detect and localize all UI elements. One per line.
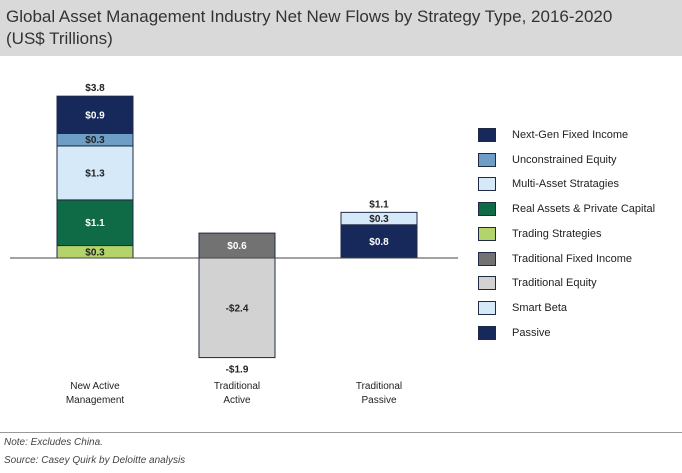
bar-value-label: $1.3 bbox=[85, 168, 105, 179]
bar-value-label: $0.3 bbox=[85, 247, 105, 258]
legend-label: Multi-Asset Stratagies bbox=[512, 178, 619, 191]
legend-label: Traditional Fixed Income bbox=[512, 252, 633, 265]
bar-total-label: -$1.9 bbox=[226, 365, 249, 376]
bar-value-label: $0.3 bbox=[85, 135, 105, 146]
category-label: Traditional bbox=[356, 381, 402, 392]
category-label: Passive bbox=[361, 395, 396, 406]
legend-swatch bbox=[478, 177, 496, 192]
chart-title: Global Asset Management Industry Net New… bbox=[6, 7, 613, 26]
legend-label: Smart Beta bbox=[512, 301, 568, 314]
bar-segment bbox=[340, 211, 418, 226]
legend-swatch bbox=[478, 202, 496, 217]
bar-value-label: -$2.4 bbox=[226, 303, 249, 314]
source-note: Source: Casey Quirk by Deloitte analysis bbox=[4, 455, 186, 466]
bar-total-label: $1.1 bbox=[369, 199, 389, 210]
note-divider bbox=[0, 432, 682, 433]
legend-label: Trading Strategies bbox=[512, 227, 602, 240]
chart-subtitle: (US$ Trillions) bbox=[6, 29, 113, 48]
legend-swatch bbox=[478, 325, 496, 340]
legend-swatch bbox=[478, 251, 496, 266]
bar-segment bbox=[198, 232, 276, 259]
bar-value-label: $1.1 bbox=[85, 218, 105, 229]
legend-label: Traditional Equity bbox=[512, 277, 597, 290]
bar-segment bbox=[56, 95, 134, 134]
category-label: Active bbox=[223, 395, 251, 406]
legend-label: Real Assets & Private Capital bbox=[512, 203, 656, 216]
bar-value-label: $0.6 bbox=[227, 241, 247, 252]
bar-total-label: $3.8 bbox=[85, 83, 105, 94]
category-label: Management bbox=[66, 395, 125, 406]
category-label: Traditional bbox=[214, 381, 260, 392]
legend-label: Passive bbox=[512, 326, 551, 339]
bar-segment bbox=[56, 199, 134, 247]
bar-value-label: $0.8 bbox=[369, 237, 389, 248]
legend-swatch bbox=[478, 226, 496, 241]
chart-plot: $0.3 $1.1 $1.3 $0.3 $0.9 -$2.4 $0.6 $0.8 $0.3 $3.… bbox=[10, 83, 458, 406]
title-band: Global Asset Management Industry Net New… bbox=[0, 0, 682, 56]
legend-swatch bbox=[478, 128, 496, 142]
legend-label: Next-Gen Fixed Income bbox=[512, 129, 629, 141]
bar-segment bbox=[340, 224, 418, 259]
bar-value-label: $0.3 bbox=[369, 214, 389, 225]
legend-label: Unconstrained Equity bbox=[512, 153, 617, 166]
category-label: New Active bbox=[70, 381, 120, 392]
legend-swatch bbox=[478, 152, 496, 167]
legend-swatch bbox=[478, 300, 496, 315]
bar-value-label: $0.9 bbox=[85, 110, 105, 121]
legend-swatch bbox=[478, 276, 496, 291]
footnote: Note: Excludes China. bbox=[4, 437, 103, 448]
